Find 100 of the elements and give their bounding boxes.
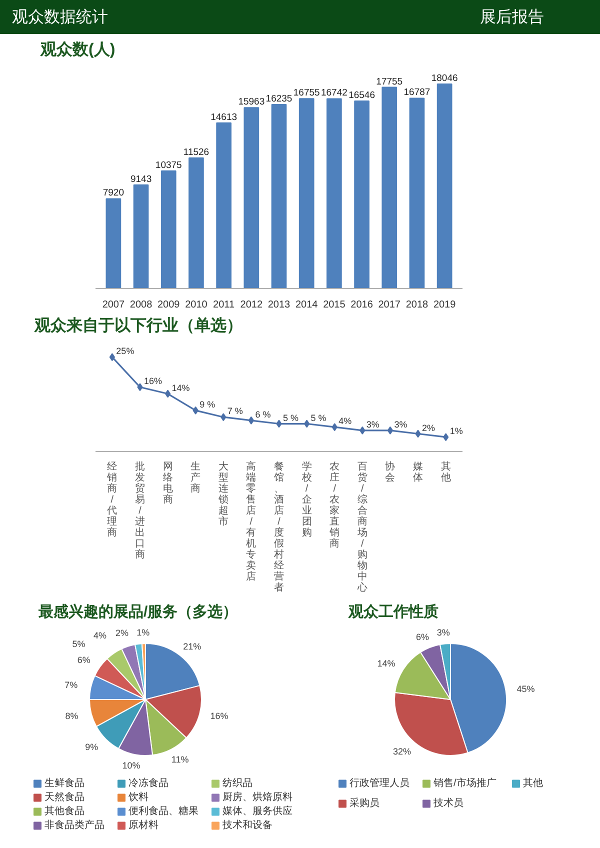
x-tick-label: 协会 [385,460,396,484]
x-tick-label: 农庄/农家直销商 [328,462,340,550]
x-tick-label: 经销商/代理商 [106,460,118,538]
data-label: 16755 [293,88,320,99]
data-label: 16% [210,711,228,722]
legend-label: 其他食品 [44,805,84,818]
point [442,433,449,442]
bar [244,107,260,288]
x-tick-label: 媒体 [413,462,424,484]
data-label: 9143 [130,174,152,185]
bar [326,98,342,288]
category-label: 餐馆、酒店/度假村经营者 [274,462,284,594]
bar [298,98,314,288]
data-label: 11526 [183,146,210,158]
data-label: 17755 [376,76,403,88]
x-tick-label: 学校/企业团购 [300,460,312,538]
data-label: 18046 [431,72,458,84]
data-label: 2% [115,628,128,638]
data-label: 1% [136,627,150,638]
data-label: 8% [65,711,78,722]
data-label: 3% [366,419,380,430]
data-label: 5% [72,638,86,649]
data-label: 14% [172,382,190,393]
data-label: 14% [377,658,396,668]
data-label: 45% [516,684,535,694]
data-label: 9 % [200,399,216,410]
x-tick-label: 生产商 [190,460,201,494]
bar [271,104,287,288]
data-label: 10375 [155,160,182,171]
data-label: 7 % [227,406,243,416]
x-tick-label: 2007 [102,300,125,310]
x-tick-label: 2010 [185,300,208,310]
point [137,383,143,392]
point [164,390,171,398]
x-tick-label: 2011 [213,300,235,310]
point [332,423,338,432]
data-label: 16% [144,376,162,386]
legend-label: 饮料 [128,791,148,804]
data-label: 14613 [210,112,238,123]
data-label: 4% [338,416,352,426]
x-tick-label: 大型连锁超市 [217,460,228,528]
bar [106,198,122,288]
data-label: 11% [171,754,189,764]
bar [436,83,452,288]
chart-title: 最感兴趣的展品/服务（多选） [38,604,238,620]
x-tick-label: 网络电商 [162,462,173,506]
legend-label: 采购员 [350,797,380,810]
bar [354,100,370,288]
category-label: 批发贸易/进出口商 [134,462,145,560]
legend-label: 其他 [523,777,543,790]
data-label: 6% [77,655,90,665]
data-label: 6 % [255,409,271,420]
data-label: 3% [436,628,450,638]
data-label: 15963 [238,96,265,108]
legend-label: 生鲜食品 [44,777,84,790]
data-label: 16742 [320,88,348,99]
bar [409,98,425,288]
legend-label: 行政管理人员 [350,778,410,790]
bar [133,184,149,288]
legend-label: 媒体、服务供应 [222,805,292,818]
data-label: 4% [93,630,106,641]
x-tick-label: 2014 [295,300,318,310]
x-tick-label: 2018 [406,300,429,310]
x-tick-label: 2012 [240,300,263,310]
x-tick-label: 2009 [158,300,180,310]
legend-label: 原材料 [128,819,158,832]
data-label: 5 % [310,412,326,423]
point [192,406,198,414]
chart-title: 观众工作性质 [348,604,438,620]
point [248,416,254,424]
point [415,430,421,438]
data-label: 25% [116,346,134,356]
chart-title: 观众来自于以下行业（单选） [34,316,242,334]
bar [160,170,176,288]
data-label: 6% [416,632,429,642]
bar [188,157,204,288]
category-label: 高端零售店/有机专卖店 [246,462,256,582]
data-label: 21% [183,641,202,652]
point [109,353,116,362]
bar [382,86,398,288]
legend-label: 便利食品、糖果 [128,805,198,818]
legend-label: 冷冻食品 [128,777,168,790]
point [360,426,366,434]
data-label: 7920 [102,188,124,199]
x-tick-label: 2013 [268,300,291,310]
x-tick-label: 2008 [130,300,153,310]
x-tick-label: 2017 [378,300,401,310]
point [304,420,310,428]
data-label: 7% [64,680,78,690]
text: 展后报告 [480,6,544,28]
data-label: 3% [394,419,408,430]
data-label: 10% [122,760,140,771]
x-tick-label: 其他 [440,460,451,484]
point [220,413,226,422]
data-label: 9% [85,742,98,752]
x-tick-label: 2015 [323,300,346,310]
point [387,426,394,434]
point [276,420,282,428]
data-label: 16546 [348,90,375,101]
x-tick-label: 2016 [350,300,374,310]
